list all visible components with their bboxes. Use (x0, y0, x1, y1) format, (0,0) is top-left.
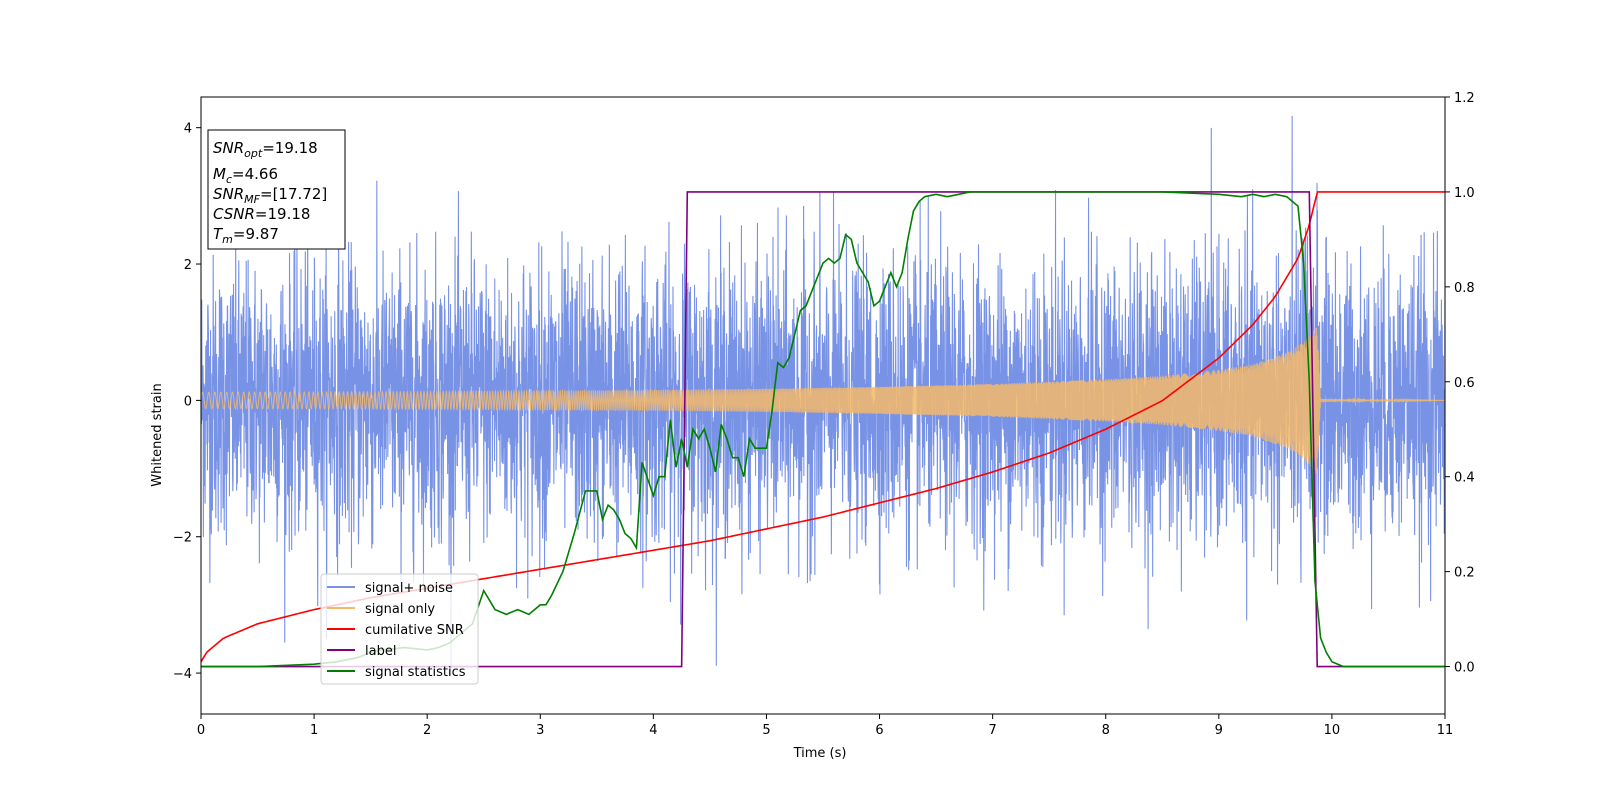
x-tick-label: 8 (1102, 723, 1110, 738)
series-signal-only-line (201, 327, 1445, 474)
y-right-tick-label: 0.6 (1454, 376, 1475, 391)
x-tick-label: 9 (1215, 723, 1223, 738)
y-right-tick-label: 0.8 (1454, 281, 1475, 296)
info-mc-value: =4.66 (232, 165, 278, 183)
y-right-tick-label: 1.2 (1454, 91, 1475, 106)
y-right-tick-label: 1.0 (1454, 186, 1475, 201)
info-csnr: CSNR=19.18 (213, 205, 310, 223)
legend-entry-label: cumilative SNR (365, 623, 464, 638)
x-tick-label: 10 (1324, 723, 1341, 738)
info-box: SNRopt=19.18 Mc=4.66 SNRMF=[17.72] CSNR=… (207, 129, 346, 250)
info-mc-sub: c (226, 173, 232, 186)
x-tick-label: 2 (423, 723, 431, 738)
series-signal-statistics-line (201, 191, 1445, 668)
x-axis-label: Time (s) (793, 746, 847, 761)
plot-frame (200, 96, 1446, 715)
info-csnr-value: =19.18 (255, 205, 311, 223)
info-tm-sub: m (222, 233, 233, 246)
x-tick-label: 3 (536, 723, 544, 738)
y-left-tick-label: 4 (184, 122, 192, 137)
info-snr-mf-sub: MF (244, 193, 260, 206)
legend-frame (320, 573, 479, 685)
info-box-frame (207, 129, 346, 250)
y-right-tick-label: 0.0 (1454, 661, 1475, 676)
info-mc-label: M (213, 165, 226, 183)
x-tick-label: 7 (988, 723, 996, 738)
info-snr-opt-sub: opt (244, 147, 263, 160)
x-tick-label: 6 (875, 723, 883, 738)
info-snr-mf-value: =[17.72] (260, 185, 327, 203)
info-snr-mf: SNRMF=[17.72] (213, 185, 327, 206)
x-tick-label: 5 (762, 723, 770, 738)
info-snr-opt-label: SNR (213, 139, 244, 157)
y-left-tick-label: −4 (173, 667, 192, 682)
legend-entry-label: signal only (365, 602, 435, 617)
info-snr-opt: SNRopt=19.18 (213, 139, 318, 160)
x-tick-label: 1 (310, 723, 318, 738)
legend: signal+ noise signal only cumilative SNR la… (320, 573, 479, 685)
legend-entry-label: signal statistics (365, 665, 466, 680)
info-tm: Tm=9.87 (213, 225, 279, 246)
x-tick-label: 0 (197, 723, 205, 738)
y-right-tick-label: 0.4 (1454, 471, 1475, 486)
legend-entry-label: signal+ noise (365, 581, 453, 596)
info-tm-label: T (213, 225, 224, 243)
x-tick-label: 11 (1437, 723, 1454, 738)
y-left-tick-label: 2 (184, 258, 192, 273)
info-csnr-label: CSNR (213, 205, 255, 223)
y-right-tick-label: 0.2 (1454, 566, 1475, 581)
y-axis-label: Whitened strain (150, 383, 165, 486)
x-tick-label: 4 (649, 723, 657, 738)
y-left-tick-label: 0 (184, 394, 192, 409)
legend-entry-label: label (365, 644, 396, 659)
info-tm-value: =9.87 (233, 225, 279, 243)
info-snr-mf-label: SNR (213, 185, 244, 203)
info-snr-opt-value: =19.18 (262, 139, 318, 157)
y-left-tick-label: −2 (173, 531, 192, 546)
info-mc: Mc=4.66 (213, 165, 278, 186)
